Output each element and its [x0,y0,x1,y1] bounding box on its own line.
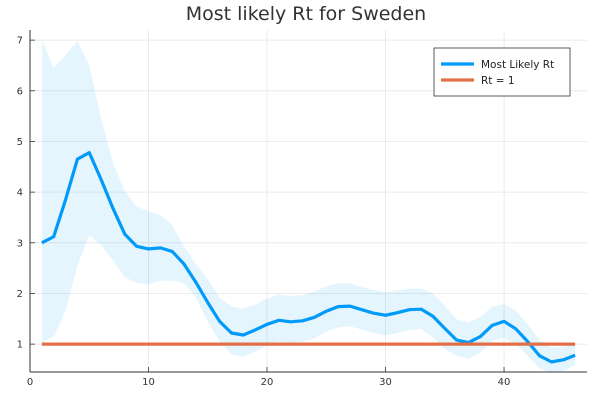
y-tick-label: 4 [17,188,23,199]
x-tick-label: 30 [379,377,392,388]
x-tick-label: 10 [142,377,155,388]
confidence-band [41,40,576,374]
y-tick-label: 3 [17,238,23,249]
confidence-band-layer [41,40,576,374]
legend-box [433,47,571,97]
tick-labels: 0 10 20 30 40 1 2 3 4 5 6 7 [17,36,511,388]
x-tick-label: 40 [498,377,511,388]
chart-title: Most likely Rt for Sweden [186,3,426,25]
series-layer [41,151,576,364]
x-tick-label: 20 [261,377,274,388]
y-tick-label: 5 [17,137,23,148]
y-tick-label: 7 [17,36,23,47]
y-tick-label: 2 [17,289,23,300]
series-line-0 [41,151,576,364]
legend-label-1: Rt = 1 [481,75,515,87]
x-tick-label: 0 [27,377,33,388]
y-tick-label: 6 [17,86,23,97]
y-tick-label: 1 [17,340,23,351]
axes [29,30,587,373]
legend-label-0: Most Likely Rt [481,59,554,71]
legend: Most Likely Rt Rt = 1 [433,47,571,97]
